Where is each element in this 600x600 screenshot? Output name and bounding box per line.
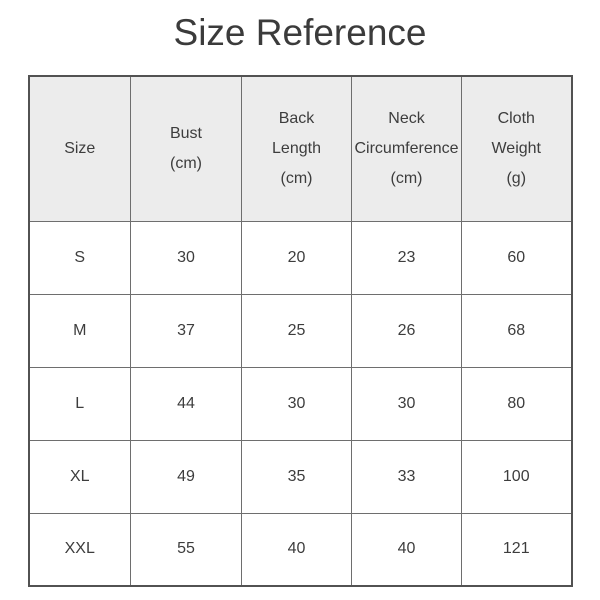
table-cell-size: XL: [28, 439, 131, 514]
table-header: Size Bust (cm) Back Length (cm) Neck Cir…: [28, 75, 572, 222]
table-row-s: S 30 20 23 60: [28, 220, 572, 295]
table-cell-back-length: 40: [241, 512, 352, 587]
table-cell-back-length: 35: [241, 439, 352, 514]
table-cell-neck-circumference: 40: [351, 512, 462, 587]
column-header-neck-circumference: Neck Circumference (cm): [351, 75, 462, 222]
table-cell-bust: 44: [130, 366, 242, 441]
table-body: S 30 20 23 60 M 37 25 26 68 L 44 30 30 8…: [28, 220, 572, 587]
table-cell-size: M: [28, 293, 131, 368]
table-cell-cloth-weight: 60: [461, 220, 572, 295]
table-cell-neck-circumference: 23: [351, 220, 462, 295]
table-cell-bust: 37: [130, 293, 242, 368]
table-cell-cloth-weight: 80: [461, 366, 572, 441]
table-cell-cloth-weight: 121: [461, 512, 572, 587]
table-cell-back-length: 25: [241, 293, 352, 368]
table-cell-neck-circumference: 33: [351, 439, 462, 514]
table-cell-size: L: [28, 366, 131, 441]
table-cell-bust: 55: [130, 512, 242, 587]
table-cell-back-length: 20: [241, 220, 352, 295]
table-row-l: L 44 30 30 80: [28, 366, 572, 441]
column-header-size: Size: [28, 75, 131, 222]
table-cell-neck-circumference: 30: [351, 366, 462, 441]
table-row-xxl: XXL 55 40 40 121: [28, 512, 572, 587]
table-cell-size: XXL: [28, 512, 131, 587]
table-cell-neck-circumference: 26: [351, 293, 462, 368]
table-cell-bust: 49: [130, 439, 242, 514]
column-header-back-length: Back Length (cm): [241, 75, 352, 222]
table-cell-back-length: 30: [241, 366, 352, 441]
table-cell-size: S: [28, 220, 131, 295]
table-cell-cloth-weight: 68: [461, 293, 572, 368]
column-header-bust: Bust (cm): [130, 75, 242, 222]
table-row-m: M 37 25 26 68: [28, 293, 572, 368]
page-title: Size Reference: [173, 12, 427, 53]
size-reference-table: Size Bust (cm) Back Length (cm) Neck Cir…: [27, 75, 573, 587]
table-row-xl: XL 49 35 33 100: [28, 439, 572, 514]
table-cell-bust: 30: [130, 220, 242, 295]
header-row: Size Bust (cm) Back Length (cm) Neck Cir…: [28, 75, 572, 222]
size-reference-page: Size Reference Size Bust (cm) Back Lengt…: [0, 12, 600, 600]
table-cell-cloth-weight: 100: [461, 439, 572, 514]
column-header-cloth-weight: Cloth Weight (g): [461, 75, 572, 222]
